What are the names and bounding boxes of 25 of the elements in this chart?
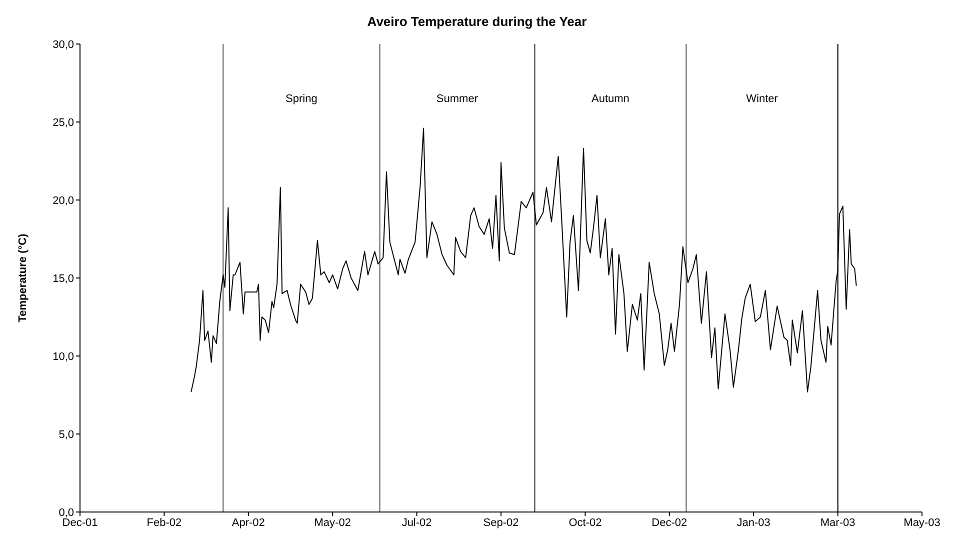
- y-axis-title: Temperature (°C): [16, 233, 29, 322]
- x-tick-label: Jul-02: [402, 516, 432, 529]
- annotation: Autumn: [592, 92, 630, 105]
- y-tick-label: 25,0: [52, 116, 74, 129]
- x-tick-label: Oct-02: [568, 516, 602, 529]
- x-tick-label: May-03: [904, 516, 940, 529]
- x-tick-label: Dec-02: [652, 516, 688, 529]
- x-tick-label: May-02: [314, 516, 351, 529]
- x-tick-label: Feb-02: [146, 516, 182, 529]
- x-tick-label: Apr-02: [232, 516, 265, 529]
- x-tick-label: Jan-03: [736, 516, 770, 529]
- annotation: Summer: [436, 92, 478, 105]
- y-tick-label: 0,0: [58, 506, 74, 519]
- y-tick-label: 30,0: [52, 38, 74, 51]
- chart-title: Aveiro Temperature during the Year: [366, 13, 588, 31]
- y-tick-label: 5,0: [58, 428, 74, 441]
- y-tick-label: 15,0: [52, 272, 74, 285]
- annotation: Winter: [746, 92, 778, 105]
- x-tick-label: Mar-03: [820, 516, 856, 529]
- x-tick-label: Dec-01: [62, 516, 98, 529]
- x-tick-label: Sep-02: [483, 516, 519, 529]
- y-tick-label: 10,0: [52, 350, 74, 363]
- y-tick-label: 20,0: [52, 194, 74, 207]
- annotation: Spring: [286, 92, 318, 105]
- line-series: [190, 128, 857, 392]
